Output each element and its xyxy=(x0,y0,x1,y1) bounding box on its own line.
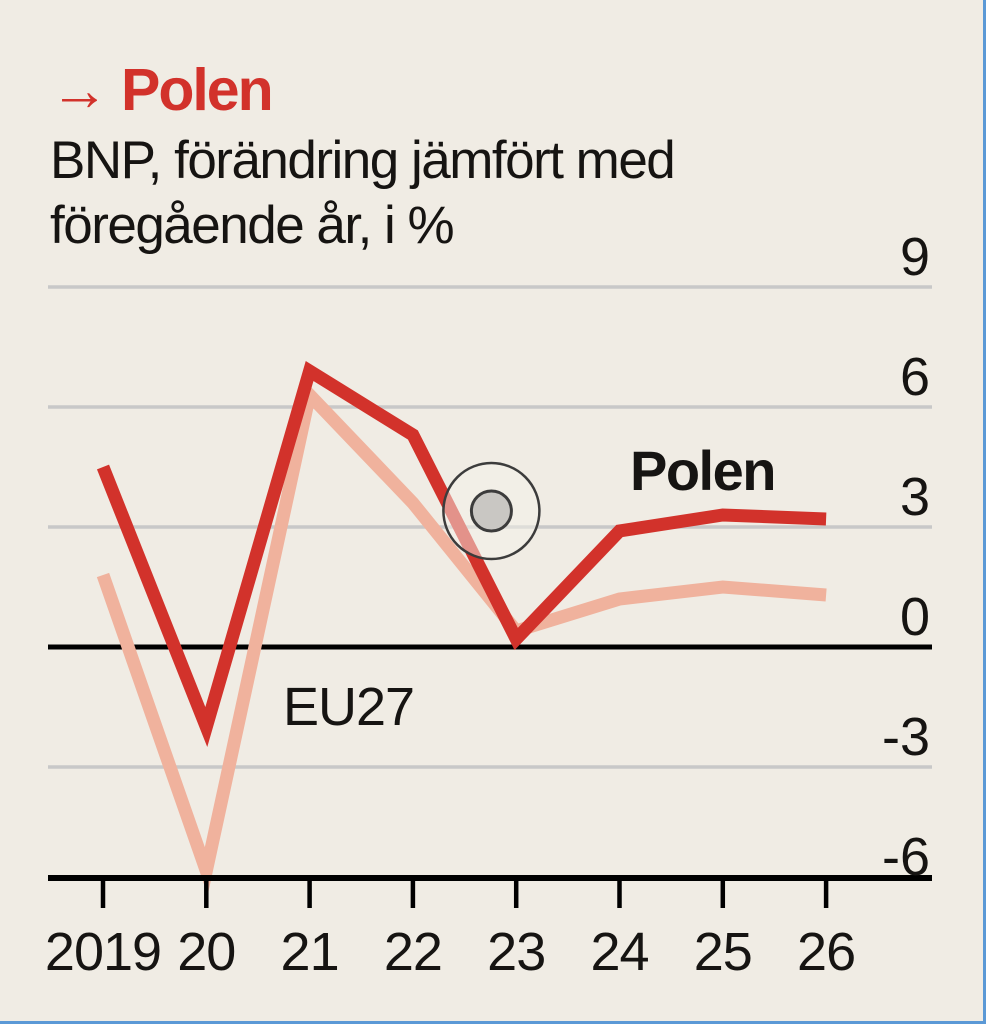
x-tick-label-26: 26 xyxy=(797,922,855,982)
x-tick-label-22: 22 xyxy=(384,922,442,982)
series-line-eu27 xyxy=(96,381,827,895)
x-tick-label-21: 21 xyxy=(281,922,339,982)
axis-labels-group: 2019 20 21 22 23 24 25 26 9 6 3 0 -3 -6 xyxy=(45,227,930,982)
selection-border-bottom xyxy=(0,1021,986,1024)
kicker-title: Polen xyxy=(121,57,274,123)
subtitle-line-1: BNP, förändring jämfört med xyxy=(50,131,676,190)
x-axis-group xyxy=(48,875,932,908)
y-tick-label-9: 9 xyxy=(900,227,930,287)
y-tick-label-0: 0 xyxy=(900,587,930,647)
highlight-inner-dot xyxy=(469,489,513,533)
chart-kicker: → Polen xyxy=(50,56,274,124)
y-tick-label--3: -3 xyxy=(882,707,930,767)
x-tick-label-20: 20 xyxy=(177,922,235,982)
x-tick-label-2019: 2019 xyxy=(45,922,161,982)
x-tick-label-25: 25 xyxy=(694,922,752,982)
selection-border-right xyxy=(983,0,986,1024)
x-tick-label-24: 24 xyxy=(590,922,648,982)
y-tick-label-3: 3 xyxy=(900,467,930,527)
series-label-eu27: EU27 xyxy=(283,677,415,737)
x-tick-label-23: 23 xyxy=(487,922,545,982)
y-tick-label-6: 6 xyxy=(900,347,930,407)
chart-subtitle: BNP, förändring jämfört med föregående å… xyxy=(50,128,676,258)
series-label-polen: Polen xyxy=(630,439,776,502)
subtitle-line-2: föregående år, i % xyxy=(50,196,455,255)
highlight-annotation-group xyxy=(442,461,541,561)
y-tick-label--6: -6 xyxy=(882,827,930,887)
arrow-right-icon: → xyxy=(50,57,109,123)
